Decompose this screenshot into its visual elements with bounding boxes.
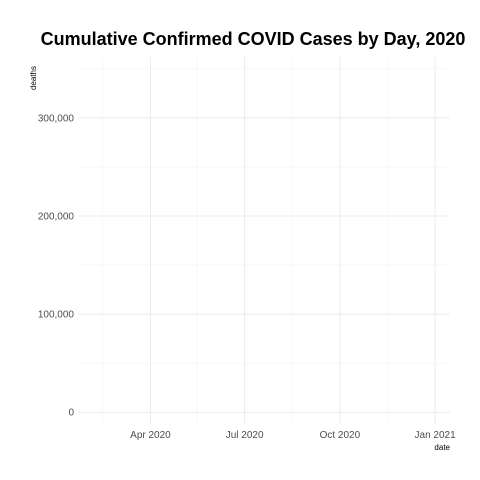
major-gridlines (78, 57, 450, 424)
y-tick-label: 0 (68, 408, 74, 419)
y-tick-label: 200,000 (38, 211, 75, 222)
y-tick-label: 100,000 (38, 310, 75, 321)
x-axis-label: date (434, 443, 450, 452)
x-tick-label: Oct 2020 (320, 430, 361, 441)
x-tick-label: Jul 2020 (226, 430, 264, 441)
x-tick-labels: Apr 2020 Jul 2020 Oct 2020 Jan 2021 (130, 430, 456, 441)
x-tick-label: Apr 2020 (130, 430, 171, 441)
y-tick-labels: 0 100,000 200,000 300,000 (38, 113, 75, 418)
y-axis-label: deaths (29, 66, 38, 90)
chart-title: Cumulative Confirmed COVID Cases by Day,… (41, 29, 466, 49)
x-tick-label: Jan 2021 (415, 430, 457, 441)
y-tick-label: 300,000 (38, 113, 75, 124)
